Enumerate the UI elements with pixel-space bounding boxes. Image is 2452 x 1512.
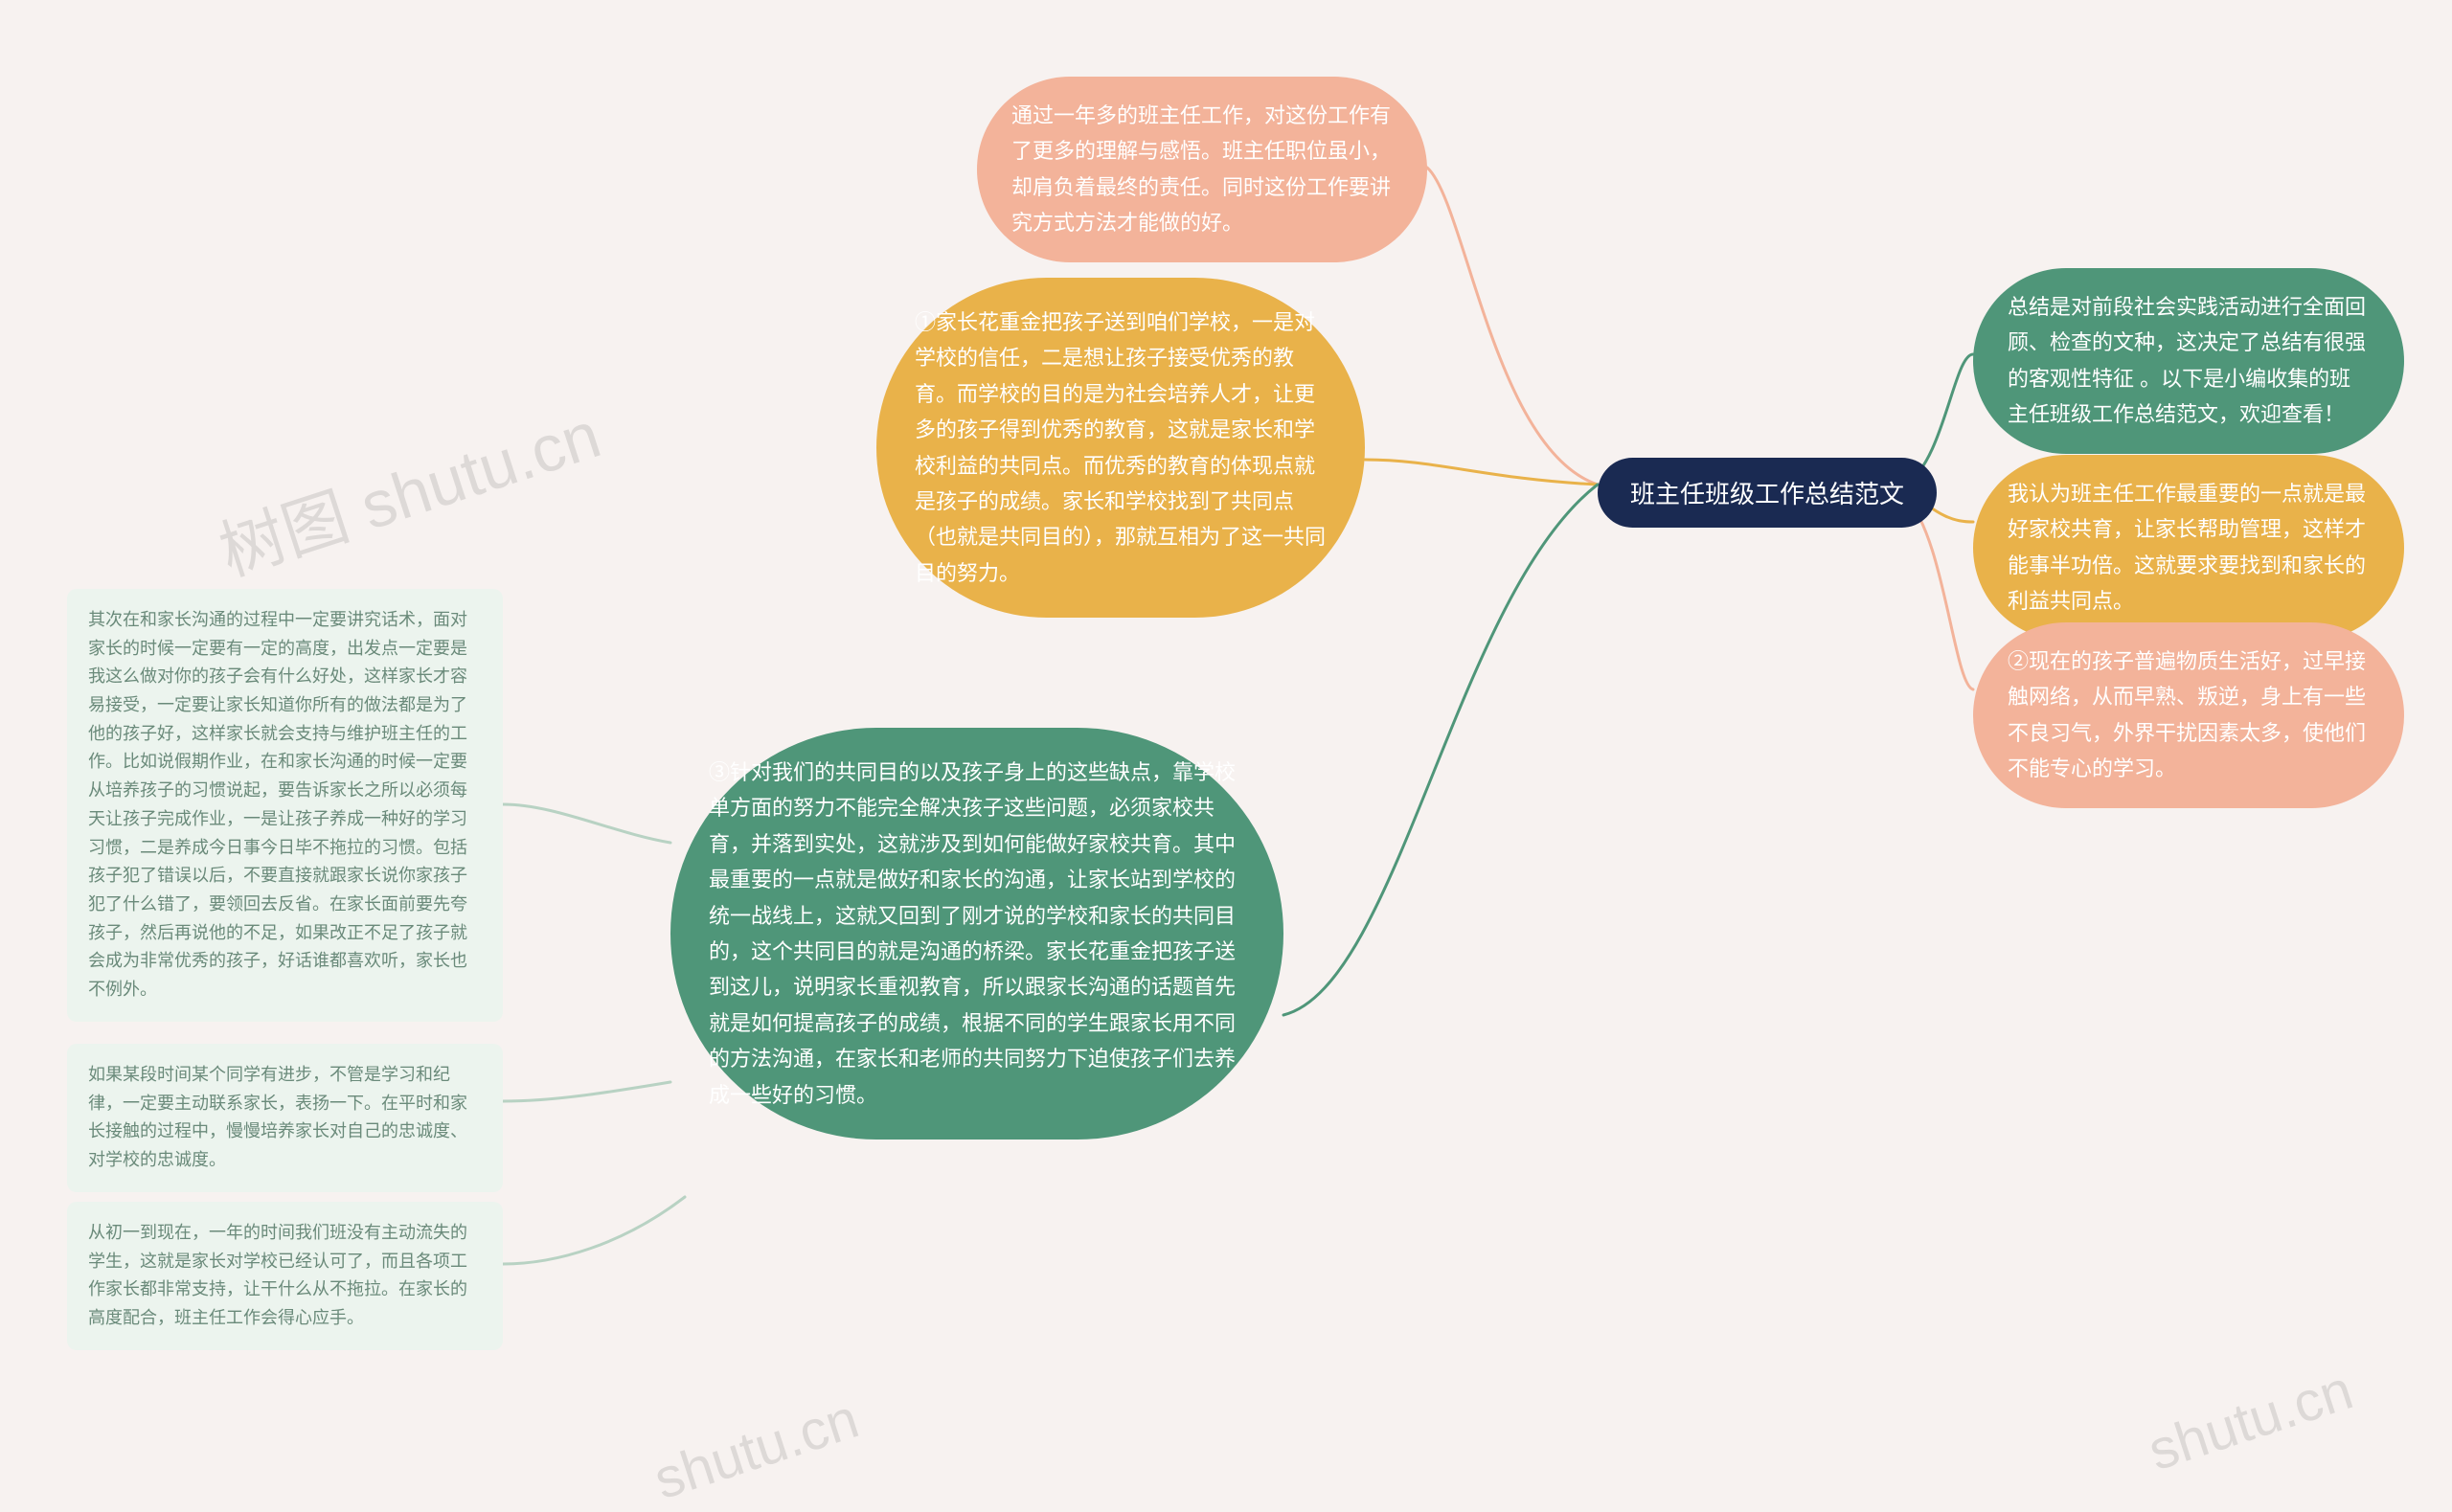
- watermark-2: shutu.cn: [647, 1387, 866, 1512]
- mindmap-root[interactable]: 班主任班级工作总结范文: [1598, 458, 1937, 528]
- watermark-3: shutu.cn: [2141, 1358, 2360, 1483]
- node-point-2[interactable]: ②现在的孩子普遍物质生活好，过早接触网络，从而早熟、叛逆，身上有一些不良习气，外…: [1973, 622, 2404, 808]
- node-intro[interactable]: 通过一年多的班主任工作，对这份工作有了更多的理解与感悟。班主任职位虽小，却肩负着…: [977, 77, 1427, 262]
- leaf-communication[interactable]: 其次在和家长沟通的过程中一定要讲究话术，面对家长的时候一定要有一定的高度，出发点…: [67, 589, 503, 1022]
- node-point-1[interactable]: ①家长花重金把孩子送到咱们学校，一是对学校的信任，二是想让孩子接受优秀的教育。而…: [876, 278, 1365, 618]
- node-summary[interactable]: 总结是对前段社会实践活动进行全面回顾、检查的文种，这决定了总结有很强的客观性特征…: [1973, 268, 2404, 454]
- leaf-praise[interactable]: 如果某段时间某个同学有进步，不管是学习和纪律，一定要主动联系家长，表扬一下。在平…: [67, 1044, 503, 1192]
- watermark-1: 树图 shutu.cn: [206, 382, 610, 594]
- node-point-3[interactable]: ③针对我们的共同目的以及孩子身上的这些缺点，靠学校单方面的努力不能完全解决孩子这…: [670, 728, 1283, 1140]
- node-opinion[interactable]: 我认为班主任工作最重要的一点就是最好家校共育，让家长帮助管理，这样才能事半功倍。…: [1973, 455, 2404, 641]
- leaf-retention[interactable]: 从初一到现在，一年的时间我们班没有主动流失的学生，这就是家长对学校已经认可了，而…: [67, 1202, 503, 1350]
